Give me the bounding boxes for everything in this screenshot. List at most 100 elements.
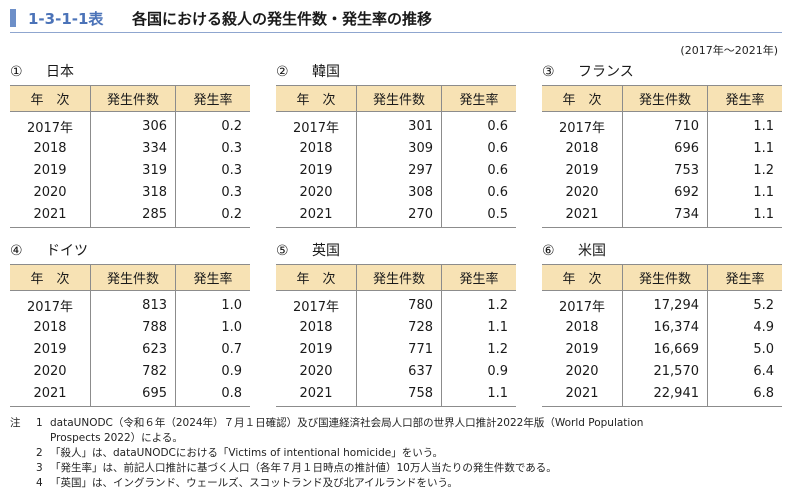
- year-cell: 2018: [33, 140, 67, 156]
- table-row: 2021 270 0.5: [276, 203, 516, 228]
- country-table: 年 次発生件数 発生率 2017年 17,294 5.2 2018 16,374 4.9 201…: [542, 264, 782, 407]
- note-number: 2: [36, 447, 43, 459]
- count-cell: 780: [356, 290, 442, 316]
- note-text: dataUNODC（令和６年（2024年）７月１日確認）及び国連経済社会局人口部…: [50, 417, 644, 429]
- year-cell: 2021: [10, 382, 91, 407]
- column-header-year: 年 次: [542, 264, 623, 291]
- count-cell: 758: [356, 382, 442, 407]
- year-cell: 2021: [542, 203, 623, 228]
- country-caption: ⑤ 英国: [276, 241, 516, 261]
- rate-cell: 1.1: [441, 316, 516, 338]
- table-row: 2017年 17,294 5.2: [542, 290, 782, 316]
- note-line: Prospects 2022）による。: [10, 431, 784, 446]
- column-header-rate: 発生率: [707, 264, 782, 291]
- year-cell: 2021: [542, 382, 623, 407]
- country-caption: ③ フランス: [542, 62, 782, 82]
- table-row: 2017年 780 1.2: [276, 290, 516, 316]
- rate-cell: 0.6: [441, 181, 516, 203]
- rate-cell: 5.2: [707, 290, 782, 316]
- country-name: 日本: [46, 64, 74, 80]
- country-number: ⑥: [542, 243, 555, 259]
- rate-cell: 1.0: [175, 316, 250, 338]
- country-caption: ④ ドイツ: [10, 241, 250, 261]
- column-header-year: 年 次: [10, 85, 91, 112]
- count-cell: 309: [356, 137, 442, 159]
- period-note: (2017年～2021年): [680, 44, 778, 57]
- rate-cell: 1.1: [707, 137, 782, 159]
- country-number: ②: [276, 64, 289, 80]
- note-label: 注: [10, 417, 21, 429]
- country-table: 年 次発生件数 発生率 2017年 780 1.2 2018 728 1.1 2019 771 1.…: [276, 264, 516, 407]
- country-block: ② 韓国年 次発生件数 発生率 2017年 301 0.6 2018 309 0.6 2019 29…: [276, 62, 516, 228]
- rate-cell: 0.9: [441, 360, 516, 382]
- column-header-count: 発生件数: [356, 264, 442, 291]
- table-row: 2019 771 1.2: [276, 338, 516, 360]
- table-title: 各国における殺人の発生件数・発生率の推移: [132, 10, 433, 28]
- country-name: 米国: [578, 243, 606, 259]
- table-row: 2020 637 0.9: [276, 360, 516, 382]
- table-header: 1-3-1-1表 各国における殺人の発生件数・発生率の推移: [10, 6, 782, 33]
- column-header-count: 発生件数: [622, 85, 708, 112]
- count-cell: 308: [356, 181, 442, 203]
- country-number: ③: [542, 64, 555, 80]
- count-cell: 301: [356, 111, 442, 137]
- country-block: ④ ドイツ年 次発生件数 発生率 2017年 813 1.0 2018 788 1.0 2019 6…: [10, 241, 250, 407]
- year-cell: 2020: [33, 184, 67, 200]
- count-cell: 16,374: [622, 316, 708, 338]
- rate-cell: 4.9: [707, 316, 782, 338]
- country-caption: ② 韓国: [276, 62, 516, 82]
- column-header-count: 発生件数: [90, 264, 176, 291]
- year-cell: 2018: [565, 319, 599, 335]
- column-header-rate: 発生率: [441, 85, 516, 112]
- year-cell: 2020: [565, 363, 599, 379]
- rate-cell: 5.0: [707, 338, 782, 360]
- header-accent-bar: [10, 9, 16, 27]
- table-row: 2020 692 1.1: [542, 181, 782, 203]
- note-number: 3: [36, 462, 43, 474]
- year-cell: 2020: [565, 184, 599, 200]
- country-table: 年 次発生件数 発生率 2017年 813 1.0 2018 788 1.0 2019 623 0.…: [10, 264, 250, 407]
- count-cell: 17,294: [622, 290, 708, 316]
- table-row: 2021 285 0.2: [10, 203, 250, 228]
- note-text: 「英国」は、イングランド、ウェールズ、スコットランド及び北アイルランドをいう。: [50, 477, 458, 489]
- table-row: 2020 318 0.3: [10, 181, 250, 203]
- count-cell: 334: [90, 137, 176, 159]
- country-name: 韓国: [312, 64, 340, 80]
- rate-cell: 0.8: [175, 382, 250, 407]
- count-cell: 692: [622, 181, 708, 203]
- year-cell: 2019: [299, 341, 333, 357]
- note-line: 注 1 dataUNODC（令和６年（2024年）７月１日確認）及び国連経済社会…: [10, 416, 784, 431]
- count-cell: 788: [90, 316, 176, 338]
- note-line: 4 「英国」は、イングランド、ウェールズ、スコットランド及び北アイルランドをいう…: [10, 476, 784, 491]
- country-name: ドイツ: [46, 243, 88, 259]
- table-header-row: 年 次発生件数 発生率: [10, 85, 250, 112]
- count-cell: 696: [622, 137, 708, 159]
- column-header-rate: 発生率: [175, 264, 250, 291]
- count-cell: 306: [90, 111, 176, 137]
- count-cell: 695: [90, 382, 176, 407]
- country-table: 年 次発生件数 発生率 2017年 710 1.1 2018 696 1.1 2019 753 1.…: [542, 85, 782, 228]
- rate-cell: 1.2: [707, 159, 782, 181]
- rate-cell: 0.3: [175, 159, 250, 181]
- count-cell: 22,941: [622, 382, 708, 407]
- table-row: 2019 16,669 5.0: [542, 338, 782, 360]
- table-number: 1-3-1-1表: [28, 10, 104, 28]
- note-text: 「発生率」は、前記人口推計に基づく人口（各年７月１日時点の推計値）10万人当たり…: [50, 462, 557, 474]
- year-cell: 2020: [33, 363, 67, 379]
- country-number: ④: [10, 243, 23, 259]
- table-row: 2017年 301 0.6: [276, 111, 516, 137]
- table-row: 2017年 813 1.0: [10, 290, 250, 316]
- column-header-year: 年 次: [276, 85, 357, 112]
- column-header-year: 年 次: [542, 85, 623, 112]
- rate-cell: 6.8: [707, 382, 782, 407]
- year-cell: 2019: [299, 162, 333, 178]
- country-block: ⑥ 米国年 次発生件数 発生率 2017年 17,294 5.2 2018 16,374 4.9…: [542, 241, 782, 407]
- table-row: 2020 782 0.9: [10, 360, 250, 382]
- table-row: 2020 21,570 6.4: [542, 360, 782, 382]
- count-cell: 771: [356, 338, 442, 360]
- table-row: 2017年 710 1.1: [542, 111, 782, 137]
- count-cell: 728: [356, 316, 442, 338]
- country-block: ⑤ 英国年 次発生件数 発生率 2017年 780 1.2 2018 728 1.1 2019 77…: [276, 241, 516, 407]
- table-row: 2018 16,374 4.9: [542, 316, 782, 338]
- year-cell: 2019: [565, 162, 599, 178]
